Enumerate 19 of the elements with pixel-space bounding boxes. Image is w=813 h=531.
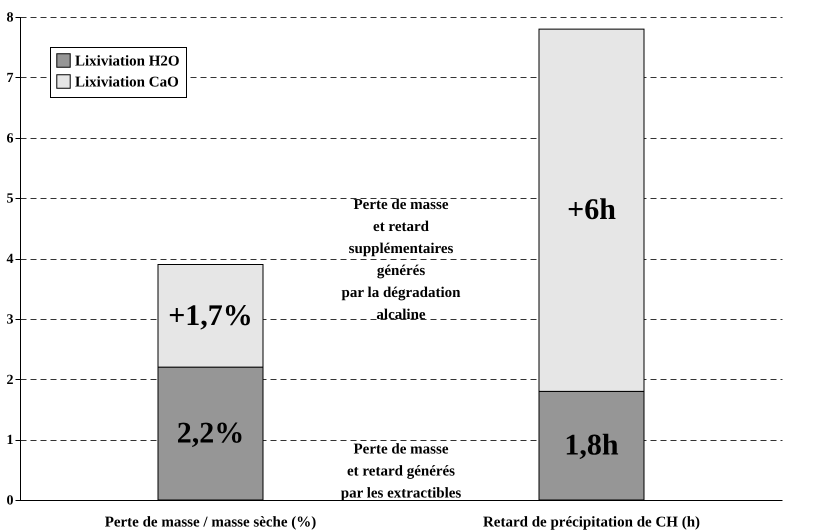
- x-tick-label: Retard de précipitation de CH (h): [482, 514, 700, 530]
- data-label: +6h: [567, 193, 616, 226]
- y-tick-label: 5: [6, 192, 14, 207]
- y-tick-label: 6: [6, 131, 14, 146]
- legend-label: Lixiviation H2O: [75, 54, 180, 70]
- legend-label: Lixiviation CaO: [75, 74, 179, 90]
- annotation: Perte de masse et retard supplémentaires générés par la dégradation alcaline: [342, 197, 462, 324]
- y-tick-label: 3: [6, 312, 14, 328]
- data-label: +1,7%: [168, 298, 253, 332]
- annotation: Perte de masse et retard générés par les extractibles: [340, 442, 462, 502]
- y-tick-label: 4: [6, 252, 14, 267]
- data-label: 2,2%: [176, 416, 244, 450]
- y-tick-label: 8: [6, 10, 14, 26]
- data-label: 1,8h: [564, 428, 619, 462]
- y-tick-label: 2: [6, 372, 14, 388]
- y-tick-label: 7: [6, 70, 14, 86]
- y-tick-label: 0: [6, 494, 14, 508]
- y-tick-label: 1: [6, 433, 14, 448]
- x-tick-label: Perte de masse / masse sèche (%): [104, 514, 316, 530]
